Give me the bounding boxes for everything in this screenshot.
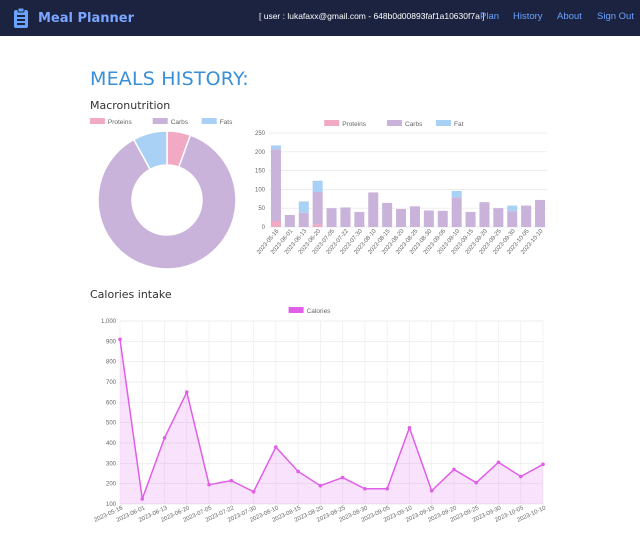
bar-segment-carbs (368, 192, 379, 227)
bar-segment-carbs (479, 202, 490, 227)
bar-segment-carbs (382, 202, 393, 227)
brand[interactable]: Meal Planner (12, 7, 134, 29)
bar-segment-carbs (535, 199, 546, 227)
bar-legend-label: Proteins (342, 121, 367, 128)
doughnut-legend-swatch (201, 118, 217, 124)
bar-legend-swatch (324, 120, 340, 126)
calories-point (429, 488, 434, 493)
doughnut-slice-carbs (97, 134, 237, 270)
calories-y-tick: 500 (106, 421, 117, 427)
calories-y-tick: 800 (106, 360, 117, 366)
navbar: Meal Planner [ user : lukafaxx@gmail.com… (0, 0, 640, 36)
calories-line (119, 339, 544, 500)
calories-legend-label: Calories (307, 308, 332, 315)
clipboard-logo-icon (14, 7, 28, 28)
doughnut-legend-swatch (152, 118, 168, 124)
bar-segment-carbs (507, 211, 518, 227)
bar-legend-label: Carbs (405, 121, 423, 128)
page-title: MEALS HISTORY: (90, 68, 249, 90)
calories-point (496, 460, 501, 465)
calories-y-tick: 200 (106, 482, 117, 488)
calories-intake-title: Calories intake (90, 288, 172, 301)
bar-legend-swatch (387, 120, 402, 126)
bar-y-tick: 150 (255, 169, 266, 175)
bar-segment-carbs (423, 210, 434, 227)
bar-segment-fat (298, 201, 309, 213)
doughnut-legend-label: Fats (220, 119, 233, 126)
calories-point (385, 486, 389, 491)
bar-y-tick: 100 (255, 187, 266, 193)
bar-segment-fat (451, 190, 462, 198)
doughnut-legend-label: Proteins (108, 119, 133, 126)
bar-segment-carbs (326, 208, 337, 227)
calories-legend-swatch (288, 307, 304, 313)
bar-segment-carbs (354, 211, 365, 227)
brand-name[interactable]: Meal Planner (38, 10, 135, 26)
nav-link-sign-out[interactable]: Sign Out (597, 11, 634, 22)
bar-y-tick: 50 (258, 206, 265, 212)
doughnut-slice-fats (132, 130, 168, 171)
calories-area (120, 339, 543, 504)
calories-point (229, 478, 234, 483)
macronutrition-title: Macronutrition (90, 99, 171, 112)
calories-point (474, 480, 479, 485)
macronutrition-doughnut-chart: Proteins Carbs Fats (89, 118, 237, 270)
calories-y-tick: 400 (106, 441, 117, 447)
nav-link-about[interactable]: About (557, 11, 582, 22)
calories-line-chart: Calories 100 200 300 400 500 600 700 800 900 1,000… (93, 307, 547, 524)
calories-point (363, 486, 367, 491)
bar-segment-carbs (437, 210, 448, 227)
calories-point (184, 390, 189, 394)
calories-point (296, 469, 300, 474)
bar-segment-proteins (312, 224, 323, 227)
nav-link-plan[interactable]: Plan (480, 11, 500, 22)
bar-segment-carbs (465, 211, 476, 227)
bar-segment-carbs (521, 205, 532, 227)
bar-segment-fat (270, 145, 281, 150)
macronutrition-bar-chart: Proteins Carbs Fat0501001502002502023-05-1… (255, 120, 547, 256)
bar-y-tick: 250 (255, 131, 266, 137)
bar-legend-swatch (436, 120, 451, 126)
calories-y-tick: 900 (106, 339, 117, 345)
bar-segment-carbs (396, 208, 407, 227)
calories-point (407, 425, 412, 430)
calories-y-tick: 300 (106, 461, 117, 467)
bar-segment-carbs (340, 207, 351, 227)
bar-segment-carbs (312, 192, 323, 225)
calories-point (140, 497, 145, 501)
calories-y-tick: 700 (106, 380, 117, 386)
bar-legend-label: Fat (454, 121, 464, 128)
calories-point (340, 475, 345, 480)
calories-point (251, 490, 256, 494)
calories-point (318, 483, 323, 488)
calories-point (452, 467, 456, 472)
user-info: [ user : lukafaxx@gmail.com - 648b0d0089… (259, 11, 485, 21)
bar-segment-carbs (493, 208, 504, 227)
calories-point (162, 436, 167, 440)
bar-segment-carbs (298, 212, 309, 227)
calories-point (207, 482, 211, 487)
bar-segment-proteins (270, 220, 281, 227)
bar-segment-carbs (270, 149, 281, 221)
bar-segment-carbs (409, 206, 420, 227)
calories-point (541, 462, 545, 467)
bar-segment-carbs (451, 197, 462, 227)
nav-link-history[interactable]: History (513, 11, 543, 22)
calories-point (274, 445, 278, 449)
bar-segment-carbs (284, 214, 295, 227)
calories-y-tick: 600 (106, 400, 117, 406)
bar-segment-fat (507, 205, 518, 212)
bar-y-tick: 0 (262, 225, 266, 231)
calories-y-tick: 1,000 (101, 319, 117, 325)
doughnut-legend-swatch (89, 118, 105, 124)
calories-point (118, 337, 122, 342)
bar-segment-fat (312, 180, 323, 193)
doughnut-legend-label: Carbs (171, 119, 189, 126)
calories-y-tick: 100 (106, 502, 117, 508)
bar-y-tick: 200 (255, 150, 266, 156)
calories-point (518, 474, 523, 479)
